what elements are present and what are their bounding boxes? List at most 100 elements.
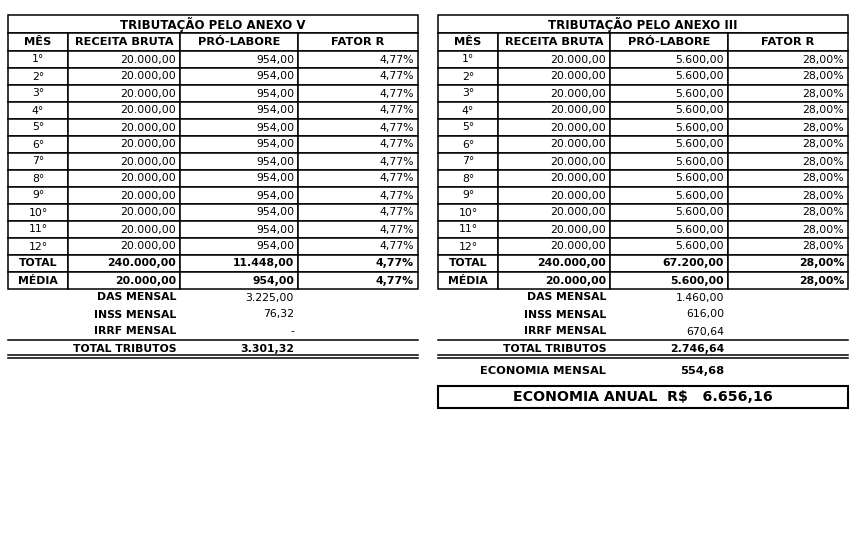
Bar — [610, 102, 728, 119]
Bar — [438, 136, 498, 153]
Text: 11.448,00: 11.448,00 — [233, 258, 294, 269]
Text: 240.000,00: 240.000,00 — [107, 258, 176, 269]
Text: 1°: 1° — [32, 55, 44, 65]
Bar — [438, 221, 498, 238]
Text: 6°: 6° — [32, 140, 44, 149]
Text: 5°: 5° — [462, 123, 475, 133]
Bar — [298, 170, 418, 187]
Text: 4,77%: 4,77% — [380, 208, 414, 218]
Text: 28,00%: 28,00% — [802, 225, 844, 234]
Text: 20.000,00: 20.000,00 — [551, 55, 606, 65]
Text: 20.000,00: 20.000,00 — [551, 225, 606, 234]
Bar — [498, 221, 610, 238]
Bar — [498, 102, 610, 119]
Bar — [8, 170, 68, 187]
Bar — [728, 85, 848, 102]
Text: INSS MENSAL: INSS MENSAL — [524, 310, 606, 319]
Text: RECEITA BRUTA: RECEITA BRUTA — [74, 37, 174, 47]
Text: 11°: 11° — [28, 225, 48, 234]
Bar — [180, 119, 298, 136]
Text: 954,00: 954,00 — [256, 190, 294, 201]
Bar — [728, 51, 848, 68]
Bar — [8, 255, 68, 272]
Text: 28,00%: 28,00% — [799, 258, 844, 269]
Text: 28,00%: 28,00% — [799, 276, 844, 286]
Text: TOTAL TRIBUTOS: TOTAL TRIBUTOS — [73, 343, 176, 354]
Bar — [298, 51, 418, 68]
Text: 616,00: 616,00 — [686, 310, 724, 319]
Bar — [68, 51, 180, 68]
Bar — [68, 272, 180, 289]
Bar — [180, 170, 298, 187]
Text: 7°: 7° — [462, 157, 475, 166]
Text: RECEITA BRUTA: RECEITA BRUTA — [504, 37, 604, 47]
Text: 20.000,00: 20.000,00 — [121, 225, 176, 234]
Bar — [298, 136, 418, 153]
Text: 5.600,00: 5.600,00 — [675, 72, 724, 81]
Bar — [8, 15, 418, 33]
Text: 12°: 12° — [28, 241, 48, 251]
Bar — [498, 238, 610, 255]
Bar — [68, 187, 180, 204]
Text: 5.600,00: 5.600,00 — [675, 105, 724, 116]
Bar — [438, 153, 498, 170]
Text: 6°: 6° — [462, 140, 475, 149]
Bar — [68, 68, 180, 85]
Bar — [68, 85, 180, 102]
Text: 5.600,00: 5.600,00 — [675, 123, 724, 133]
Text: MÉDIA: MÉDIA — [448, 276, 488, 286]
Text: 20.000,00: 20.000,00 — [121, 88, 176, 98]
Bar — [498, 255, 610, 272]
Text: 4,77%: 4,77% — [380, 55, 414, 65]
Text: 954,00: 954,00 — [256, 208, 294, 218]
Text: 4,77%: 4,77% — [380, 157, 414, 166]
Bar — [610, 204, 728, 221]
Text: 76,32: 76,32 — [263, 310, 294, 319]
Bar — [610, 153, 728, 170]
Text: 954,00: 954,00 — [256, 123, 294, 133]
Bar — [8, 68, 68, 85]
Bar — [610, 272, 728, 289]
Bar — [498, 85, 610, 102]
Bar — [8, 204, 68, 221]
Bar — [180, 51, 298, 68]
Text: DAS MENSAL: DAS MENSAL — [97, 293, 176, 302]
Text: 4,77%: 4,77% — [380, 190, 414, 201]
Bar — [180, 204, 298, 221]
Bar — [68, 153, 180, 170]
Text: 1.460,00: 1.460,00 — [675, 293, 724, 302]
Text: 4,77%: 4,77% — [376, 258, 414, 269]
Bar — [8, 238, 68, 255]
Bar — [298, 68, 418, 85]
Bar — [610, 255, 728, 272]
Text: 4°: 4° — [462, 105, 475, 116]
Text: 5.600,00: 5.600,00 — [670, 276, 724, 286]
Text: 20.000,00: 20.000,00 — [551, 140, 606, 149]
Bar — [498, 187, 610, 204]
Text: 4,77%: 4,77% — [380, 140, 414, 149]
Text: 4,77%: 4,77% — [380, 241, 414, 251]
Text: DAS MENSAL: DAS MENSAL — [527, 293, 606, 302]
Text: 954,00: 954,00 — [256, 140, 294, 149]
Text: 20.000,00: 20.000,00 — [551, 88, 606, 98]
Bar — [728, 170, 848, 187]
Text: -: - — [290, 326, 294, 337]
Bar — [610, 221, 728, 238]
Text: MÊS: MÊS — [25, 37, 51, 47]
Bar — [8, 51, 68, 68]
Text: 28,00%: 28,00% — [802, 140, 844, 149]
Text: 20.000,00: 20.000,00 — [121, 140, 176, 149]
Bar — [610, 85, 728, 102]
Bar — [610, 238, 728, 255]
Bar — [8, 102, 68, 119]
Text: 20.000,00: 20.000,00 — [121, 241, 176, 251]
Bar — [298, 238, 418, 255]
Bar — [68, 221, 180, 238]
Text: ECONOMIA ANUAL  R$   6.656,16: ECONOMIA ANUAL R$ 6.656,16 — [513, 390, 773, 404]
Text: 4,77%: 4,77% — [380, 123, 414, 133]
Bar — [438, 15, 848, 33]
Text: 8°: 8° — [462, 173, 475, 184]
Bar — [68, 255, 180, 272]
Bar — [610, 136, 728, 153]
Bar — [498, 51, 610, 68]
